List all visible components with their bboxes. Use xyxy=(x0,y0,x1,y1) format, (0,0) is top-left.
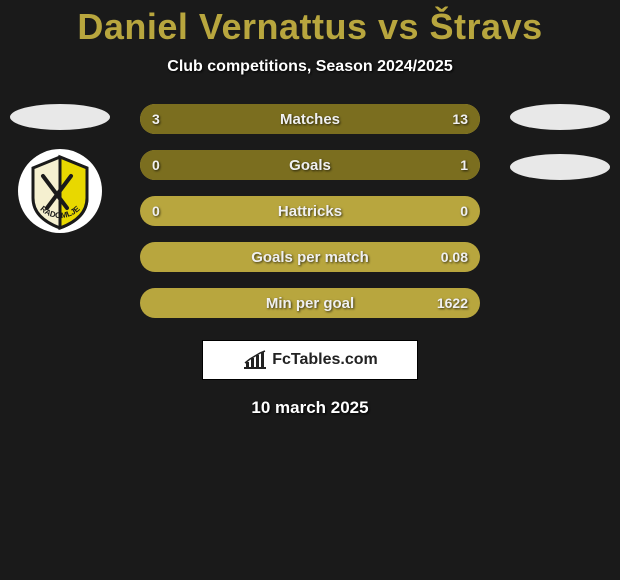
page-title: Daniel Vernattus vs Štravs xyxy=(0,0,620,48)
stat-label: Matches xyxy=(280,111,340,128)
player-photo-placeholder xyxy=(10,104,110,130)
club-badge-left: RADOMLJE xyxy=(17,148,103,234)
brand-text: FcTables.com xyxy=(272,351,378,369)
player-photo-placeholder xyxy=(510,104,610,130)
stat-label: Goals xyxy=(289,157,331,174)
stat-row-matches: 3 Matches 13 xyxy=(140,104,480,134)
stat-label: Hattricks xyxy=(278,203,342,220)
subtitle: Club competitions, Season 2024/2025 xyxy=(0,58,620,76)
right-avatars xyxy=(500,104,620,180)
left-avatars: RADOMLJE xyxy=(0,104,120,234)
stat-row-goals: 0 Goals 1 xyxy=(140,150,480,180)
stat-label: Goals per match xyxy=(251,249,369,266)
stat-value-right: 0.08 xyxy=(441,249,468,265)
stat-value-right: 13 xyxy=(452,111,468,127)
bar-chart-icon xyxy=(242,350,268,370)
club-badge-placeholder xyxy=(510,154,610,180)
stat-value-left: 3 xyxy=(152,111,160,127)
stat-fill-left xyxy=(140,104,205,134)
stat-value-right: 1 xyxy=(460,157,468,173)
stat-fill-right xyxy=(205,104,480,134)
stat-value-right: 1622 xyxy=(437,295,468,311)
stat-row-goals-per-match: Goals per match 0.08 xyxy=(140,242,480,272)
stat-row-hattricks: 0 Hattricks 0 xyxy=(140,196,480,226)
stat-value-right: 0 xyxy=(460,203,468,219)
stat-value-left: 0 xyxy=(152,157,160,173)
comparison-panel: RADOMLJE 3 Matches 13 0 Goals 1 0 Hat xyxy=(0,104,620,418)
stat-label: Min per goal xyxy=(266,295,354,312)
brand-badge[interactable]: FcTables.com xyxy=(202,340,418,380)
stat-row-min-per-goal: Min per goal 1622 xyxy=(140,288,480,318)
date-text: 10 march 2025 xyxy=(0,398,620,418)
stat-rows: 3 Matches 13 0 Goals 1 0 Hattricks 0 Goa… xyxy=(140,104,480,318)
stat-value-left: 0 xyxy=(152,203,160,219)
